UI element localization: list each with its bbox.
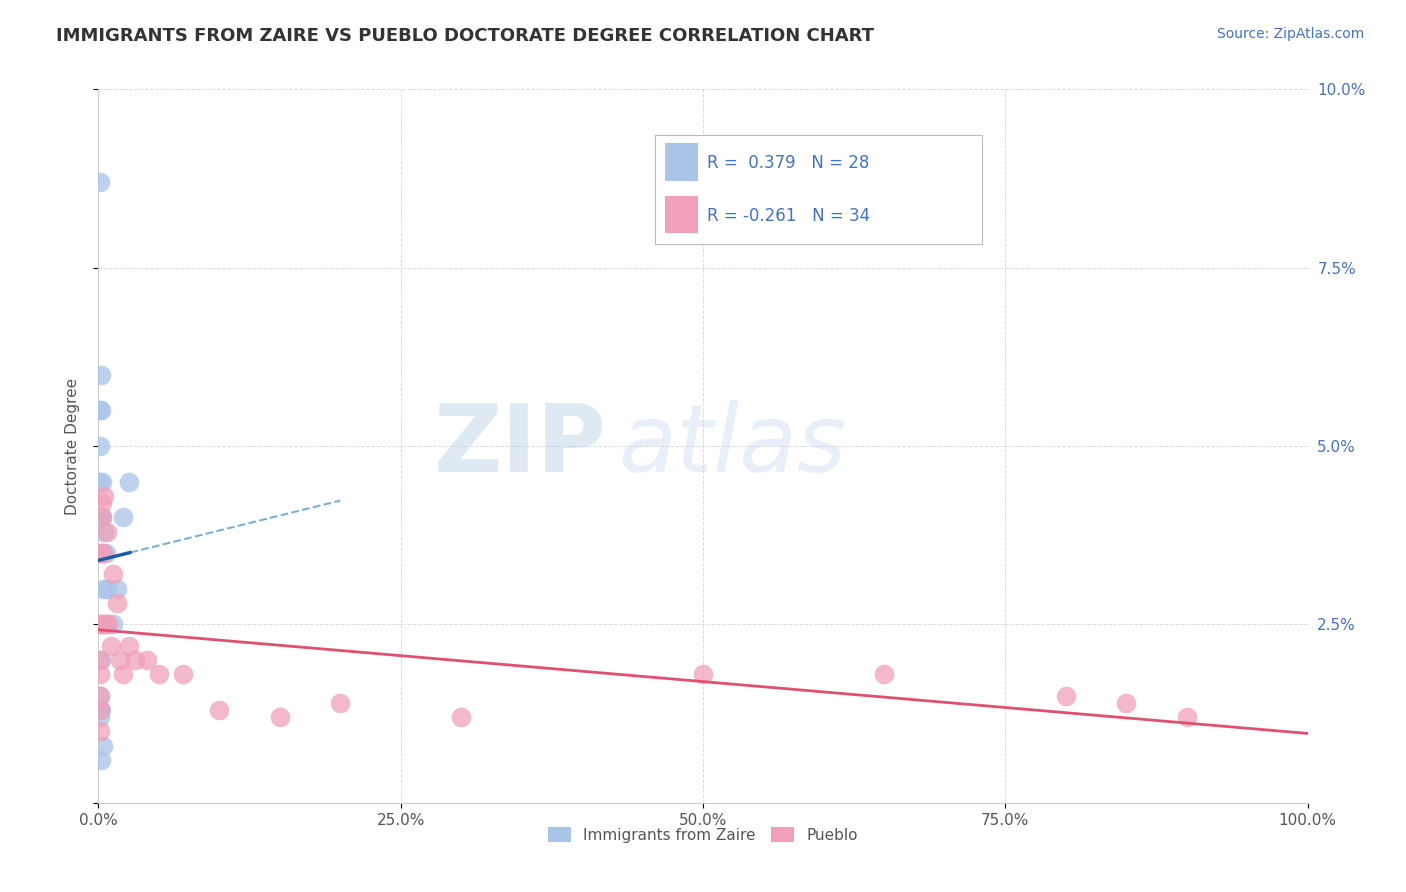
Point bbox=[96, 524, 118, 539]
Point bbox=[873, 667, 896, 681]
Point bbox=[90, 653, 112, 667]
Point bbox=[89, 546, 111, 560]
Point bbox=[90, 617, 112, 632]
Point bbox=[89, 710, 111, 724]
Point bbox=[89, 475, 111, 489]
Point bbox=[91, 510, 114, 524]
Point bbox=[329, 696, 352, 710]
Point bbox=[91, 496, 114, 510]
Point bbox=[90, 703, 112, 717]
Point bbox=[89, 689, 111, 703]
Text: R = -0.261   N = 34: R = -0.261 N = 34 bbox=[707, 207, 870, 225]
Point bbox=[101, 617, 124, 632]
Point bbox=[124, 653, 146, 667]
Point bbox=[108, 653, 131, 667]
Point bbox=[91, 546, 114, 560]
Point bbox=[90, 753, 112, 767]
Point bbox=[91, 475, 114, 489]
Point bbox=[269, 710, 291, 724]
Point bbox=[91, 582, 114, 596]
Point bbox=[89, 403, 111, 417]
Point bbox=[1115, 696, 1137, 710]
Point bbox=[1175, 710, 1198, 724]
Text: ZIP: ZIP bbox=[433, 400, 606, 492]
Point bbox=[89, 510, 111, 524]
Point bbox=[118, 639, 141, 653]
Y-axis label: Doctorate Degree: Doctorate Degree bbox=[65, 377, 80, 515]
Point bbox=[89, 703, 111, 717]
Point bbox=[91, 739, 114, 753]
Point bbox=[96, 617, 118, 632]
Point bbox=[89, 703, 111, 717]
Text: R =  0.379   N = 28: R = 0.379 N = 28 bbox=[707, 154, 870, 172]
Point bbox=[93, 617, 115, 632]
Point bbox=[172, 667, 194, 681]
Point bbox=[89, 175, 111, 189]
Text: atlas: atlas bbox=[619, 401, 846, 491]
Bar bbox=[665, 196, 697, 234]
Point bbox=[692, 667, 714, 681]
Point bbox=[111, 667, 134, 681]
Point bbox=[89, 724, 111, 739]
Point bbox=[89, 439, 111, 453]
Point bbox=[93, 489, 115, 503]
Point bbox=[105, 596, 128, 610]
Bar bbox=[665, 144, 697, 181]
Point bbox=[111, 510, 134, 524]
Point bbox=[89, 689, 111, 703]
Point bbox=[94, 617, 117, 632]
Point bbox=[90, 546, 112, 560]
Text: Source: ZipAtlas.com: Source: ZipAtlas.com bbox=[1216, 27, 1364, 41]
Point bbox=[118, 475, 141, 489]
Point bbox=[208, 703, 231, 717]
Point bbox=[135, 653, 157, 667]
Point bbox=[96, 582, 118, 596]
Point bbox=[148, 667, 170, 681]
Point bbox=[90, 403, 112, 417]
Point bbox=[94, 546, 117, 560]
Point bbox=[91, 546, 114, 560]
Point bbox=[101, 567, 124, 582]
Point bbox=[90, 368, 112, 382]
Point bbox=[89, 667, 111, 681]
Point bbox=[97, 617, 120, 632]
Point bbox=[93, 524, 115, 539]
Point bbox=[450, 710, 472, 724]
Point bbox=[89, 653, 111, 667]
Legend: Immigrants from Zaire, Pueblo: Immigrants from Zaire, Pueblo bbox=[543, 821, 863, 848]
Point bbox=[91, 510, 114, 524]
Point bbox=[1054, 689, 1077, 703]
Point bbox=[89, 617, 111, 632]
Text: IMMIGRANTS FROM ZAIRE VS PUEBLO DOCTORATE DEGREE CORRELATION CHART: IMMIGRANTS FROM ZAIRE VS PUEBLO DOCTORAT… bbox=[56, 27, 875, 45]
Point bbox=[105, 582, 128, 596]
Point bbox=[100, 639, 122, 653]
